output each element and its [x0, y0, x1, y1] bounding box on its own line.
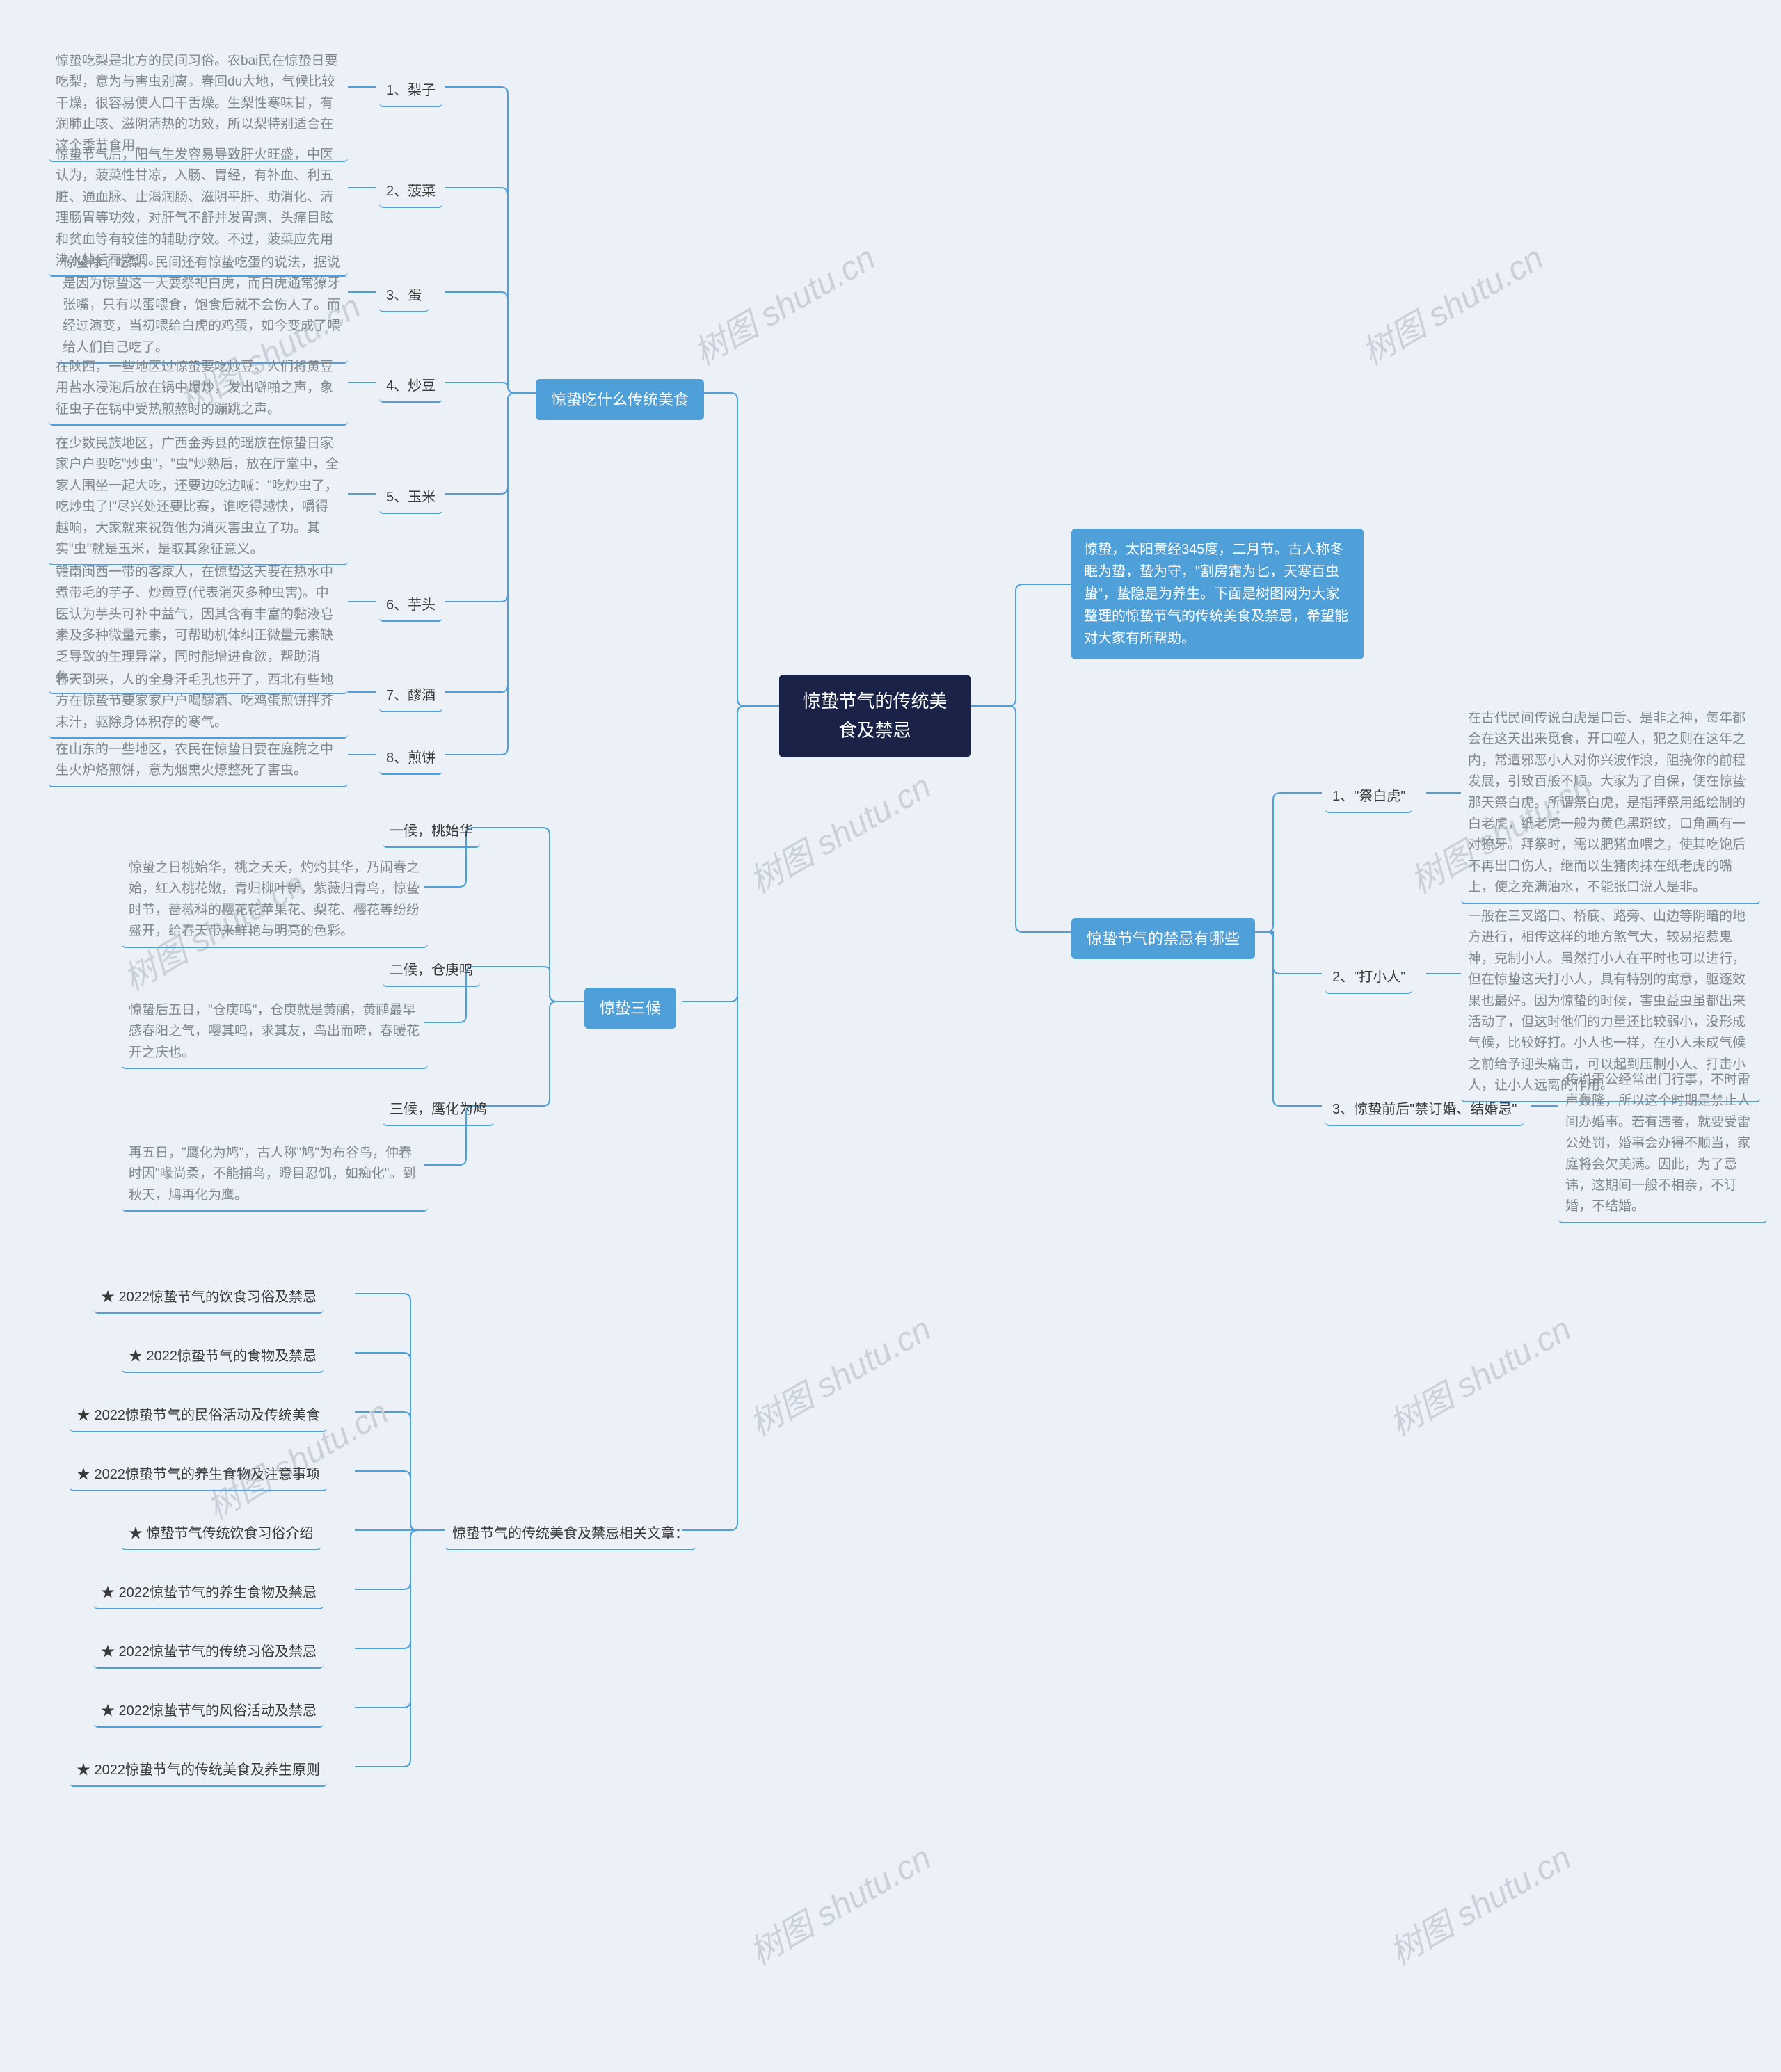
food-label-7: 7、醪酒 — [379, 680, 442, 712]
related-title: 惊蛰节气的传统美食及禁忌相关文章： — [445, 1518, 696, 1550]
foods-title: 惊蛰吃什么传统美食 — [536, 379, 704, 420]
watermark: 树图 shutu.cn — [1379, 1831, 1579, 1974]
related-item-6: ★ 2022惊蛰节气的养生食物及禁忌 — [94, 1577, 324, 1609]
related-item-5: ★ 惊蛰节气传统饮食习俗介绍 — [122, 1518, 321, 1550]
food-label-3: 3、蛋 — [379, 280, 429, 312]
food-desc-4: 在陕西，一些地区过惊蛰要吃炒豆。人们将黄豆用盐水浸泡后放在锅中爆炒，发出噼啪之声… — [49, 351, 348, 426]
taboo-desc-3: 传说雷公经常出门行事，不时雷声轰隆，所以这个时期是禁止人间办婚事。若有违者，就要… — [1558, 1064, 1767, 1223]
center-title: 惊蛰节气的传统美食及禁忌 — [779, 675, 971, 757]
food-desc-7: 春天到来，人的全身汗毛孔也开了，西北有些地方在惊蛰节要家家户户喝醪酒、吃鸡蛋煎饼… — [49, 664, 348, 739]
food-label-6: 6、芋头 — [379, 590, 442, 622]
related-item-9: ★ 2022惊蛰节气的传统美食及养生原则 — [70, 1755, 327, 1787]
taboos-title: 惊蛰节气的禁忌有哪些 — [1071, 918, 1255, 959]
related-item-2: ★ 2022惊蛰节气的食物及禁忌 — [122, 1341, 324, 1373]
food-desc-5: 在少数民族地区，广西金秀县的瑶族在惊蛰日家家户户要吃"炒虫"，"虫"炒熟后，放在… — [49, 428, 348, 565]
watermark: 树图 shutu.cn — [683, 231, 883, 374]
watermark: 树图 shutu.cn — [739, 1302, 939, 1445]
related-item-1: ★ 2022惊蛰节气的饮食习俗及禁忌 — [94, 1282, 324, 1314]
phases-title: 惊蛰三候 — [584, 988, 676, 1029]
phase-desc-2: 惊蛰后五日，"仓庚鸣"，仓庚就是黄鹂，黄鹂最早感春阳之气，嘤其鸣，求其友，鸟出而… — [122, 995, 428, 1069]
phase-desc-3: 再五日，"鹰化为鸠"，古人称"鸠"为布谷鸟，仲春时因"喙尚柔，不能捕鸟，瞪目忍饥… — [122, 1137, 428, 1212]
food-label-2: 2、菠菜 — [379, 176, 442, 208]
food-label-8: 8、煎饼 — [379, 743, 442, 775]
taboo-desc-1: 在古代民间传说白虎是口舌、是非之神，每年都会在这天出来觅食，开口噬人，犯之则在这… — [1461, 702, 1760, 904]
taboo-label-1: 1、"祭白虎" — [1325, 781, 1412, 813]
watermark: 树图 shutu.cn — [739, 1831, 939, 1974]
watermark: 树图 shutu.cn — [739, 760, 939, 903]
food-label-1: 1、梨子 — [379, 75, 442, 107]
phase-label-2: 二候，仓庚鸣 — [383, 955, 480, 987]
taboo-label-2: 2、"打小人" — [1325, 962, 1412, 994]
intro-text: 惊蛰，太阳黄经345度，二月节。古人称冬眠为蛰，蛰为守，"割房霜为匕，天寒百虫蛰… — [1071, 529, 1364, 659]
food-desc-8: 在山东的一些地区，农民在惊蛰日要在庭院之中生火炉烙煎饼，意为烟熏火燎整死了害虫。 — [49, 734, 348, 787]
related-item-3: ★ 2022惊蛰节气的民俗活动及传统美食 — [70, 1400, 327, 1432]
food-desc-3: 惊蛰除了吃梨，民间还有惊蛰吃蛋的说法，据说是因为惊蛰这一天要祭祀白虎，而白虎通常… — [56, 247, 348, 364]
food-label-5: 5、玉米 — [379, 482, 442, 514]
food-label-4: 4、炒豆 — [379, 371, 442, 403]
related-item-8: ★ 2022惊蛰节气的风俗活动及禁忌 — [94, 1696, 324, 1728]
watermark: 树图 shutu.cn — [1379, 1302, 1579, 1445]
phase-label-1: 一候，桃始华 — [383, 816, 480, 848]
phase-label-3: 三候，鹰化为鸠 — [383, 1094, 494, 1126]
related-item-4: ★ 2022惊蛰节气的养生食物及注意事项 — [70, 1459, 327, 1491]
phase-desc-1: 惊蛰之日桃始华，桃之夭夭，灼灼其华，乃闹春之始，红入桃花嫩，青归柳叶新，紫薇归青… — [122, 852, 428, 948]
watermark: 树图 shutu.cn — [1351, 231, 1551, 374]
related-item-7: ★ 2022惊蛰节气的传统习俗及禁忌 — [94, 1637, 324, 1669]
